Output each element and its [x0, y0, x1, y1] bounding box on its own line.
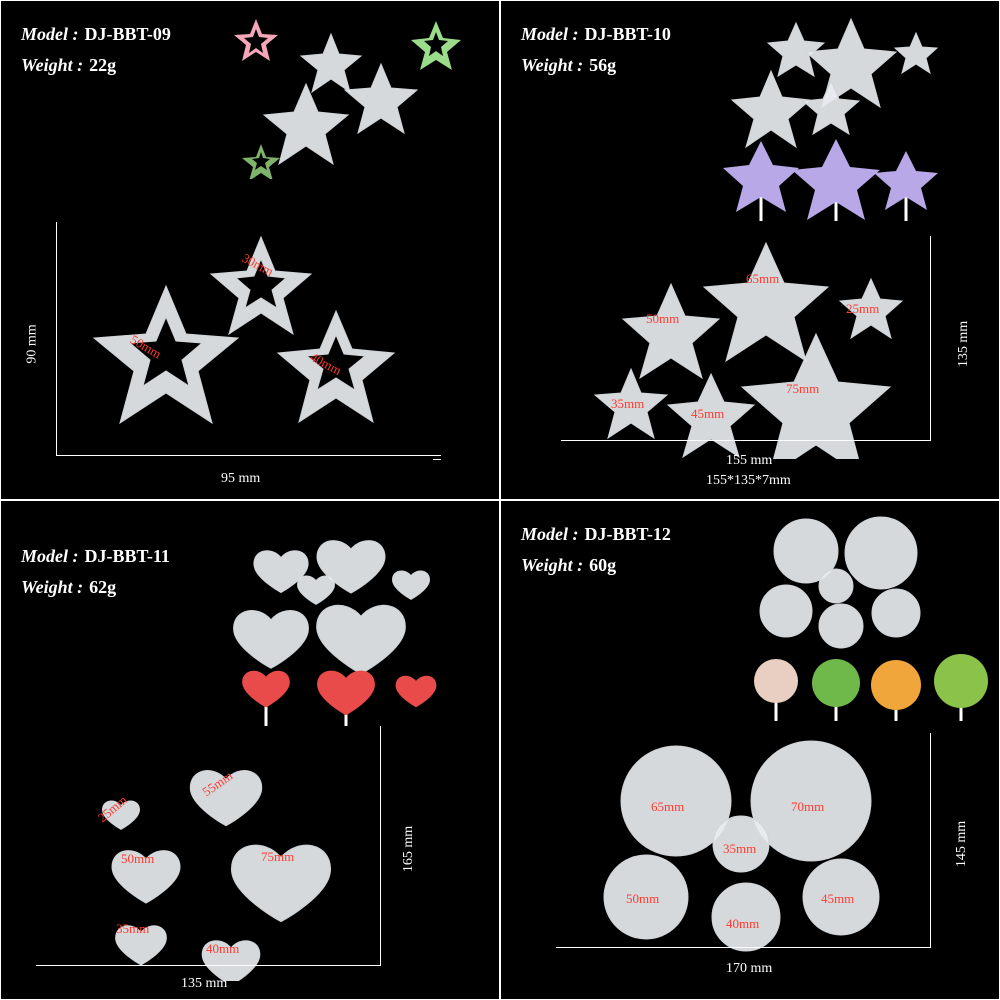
cavity-meas: 45mm [691, 406, 724, 422]
product-panel-11: Model : DJ-BBT-11 Weight : 62g [0, 500, 500, 1000]
cavity-meas: 40mm [726, 916, 759, 932]
model-label: Model : [521, 19, 579, 50]
height-dim: 165 mm [401, 826, 417, 872]
weight-value: 22g [89, 50, 116, 81]
weight-label: Weight : [21, 572, 83, 603]
dimension-frame [31, 226, 441, 481]
weight-value: 60g [589, 550, 616, 581]
info-block: Model : DJ-BBT-11 Weight : 62g [21, 541, 170, 602]
cavity-meas: 75mm [786, 381, 819, 397]
model-label: Model : [21, 19, 79, 50]
model-value: DJ-BBT-11 [85, 541, 170, 572]
model-value: DJ-BBT-10 [585, 19, 671, 50]
sample-thumbnail [211, 516, 491, 726]
cavity-meas: 45mm [821, 891, 854, 907]
cavity-meas: 70mm [791, 799, 824, 815]
weight-value: 56g [589, 50, 616, 81]
cavity-meas: 50mm [121, 851, 154, 867]
height-dim: 145 mm [954, 821, 970, 867]
model-label: Model : [521, 519, 579, 550]
width-dim: 170 mm [726, 961, 772, 977]
height-dim: 90 mm [25, 324, 41, 363]
cavity-meas: 35mm [116, 921, 149, 937]
info-block: Model : DJ-BBT-12 Weight : 60g [521, 519, 671, 580]
product-panel-10: Model : DJ-BBT-10 Weight : 56g [500, 0, 1000, 500]
cavity-meas: 40mm [206, 941, 239, 957]
overall-dim: 155*135*7mm [706, 473, 791, 489]
cavity-meas: 35mm [611, 396, 644, 412]
dimension-frame [561, 236, 956, 461]
weight-label: Weight : [521, 550, 583, 581]
width-dim: 95 mm [221, 471, 260, 487]
info-block: Model : DJ-BBT-10 Weight : 56g [521, 19, 671, 80]
info-block: Model : DJ-BBT-09 Weight : 22g [21, 19, 171, 80]
cavity-meas: 65mm [746, 271, 779, 287]
width-dim: 155 mm [726, 453, 772, 469]
weight-value: 62g [89, 572, 116, 603]
sample-thumbnail [736, 511, 996, 721]
sample-thumbnail [211, 9, 471, 179]
width-dim: 135 mm [181, 976, 227, 992]
cavity-meas: 35mm [723, 841, 756, 857]
weight-label: Weight : [521, 50, 583, 81]
product-panel-09: Model : DJ-BBT-09 Weight : 22g [0, 0, 500, 500]
cavity-meas: 50mm [646, 311, 679, 327]
cavity-meas: 75mm [261, 849, 294, 865]
cavity-meas: 50mm [626, 891, 659, 907]
cavity-meas: 65mm [651, 799, 684, 815]
cavity-meas: 25mm [846, 301, 879, 317]
model-label: Model : [21, 541, 79, 572]
model-value: DJ-BBT-09 [85, 19, 171, 50]
product-panel-12: Model : DJ-BBT-12 Weight : 60g [500, 500, 1000, 1000]
weight-label: Weight : [21, 50, 83, 81]
model-value: DJ-BBT-12 [585, 519, 671, 550]
height-dim: 135 mm [956, 321, 972, 367]
sample-thumbnail [701, 11, 981, 221]
